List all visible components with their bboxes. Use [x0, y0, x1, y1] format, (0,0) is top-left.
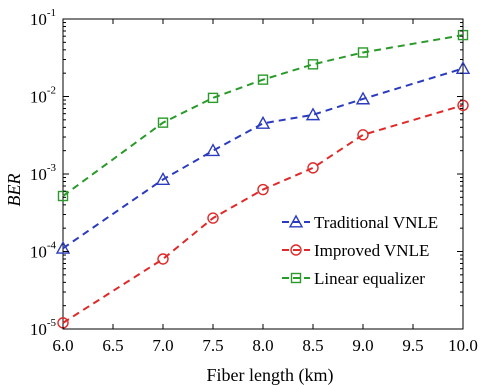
axes: 6.0 6.5 7.0 7.5 8.0 8.5 9.0 9.5 10.0 10-5 10-4 10-3…: [30, 7, 478, 355]
x-tick-label: 6.0: [52, 336, 73, 355]
legend-label-improved-vnle: Improved VNLE: [314, 241, 429, 260]
series-line-improved-vnle: [62, 104, 464, 324]
data-point-traditional-vnle: [305, 107, 321, 121]
legend-marker-traditional-vnle: [288, 214, 304, 228]
x-tick-label: 6.5: [102, 336, 123, 355]
series-line-traditional-vnle: [62, 67, 464, 250]
y-tick-label: 10-1: [30, 7, 56, 29]
series-line-linear-equalizer: [62, 34, 464, 197]
data-point-linear-equalizer: [257, 74, 269, 85]
data-point-traditional-vnle: [55, 240, 71, 254]
y-tick-label: 10-3: [30, 162, 57, 184]
series-group: [55, 29, 471, 329]
data-point-traditional-vnle: [255, 115, 271, 129]
data-point-linear-equalizer: [307, 59, 319, 70]
data-point-linear-equalizer: [207, 92, 219, 104]
legend: Traditional VNLE Improved VNLE Linear equa…: [282, 213, 438, 288]
legend-marker-linear-equalizer: [290, 272, 302, 284]
data-point-improved-vnle: [157, 253, 169, 265]
data-point-improved-vnle: [207, 212, 219, 224]
y-tick-label: 10-4: [30, 240, 57, 262]
legend-label-traditional-vnle: Traditional VNLE: [314, 213, 438, 232]
data-point-traditional-vnle: [205, 143, 221, 157]
x-axis-title: Fiber length (km): [207, 365, 334, 385]
y-tick-label: 10-5: [30, 317, 57, 339]
data-point-improved-vnle: [357, 129, 369, 141]
data-point-improved-vnle: [307, 162, 319, 174]
x-tick-label: 10.0: [448, 336, 478, 355]
y-tick-label: 10-2: [30, 85, 56, 107]
legend-marker-improved-vnle: [290, 244, 302, 256]
data-point-linear-equalizer: [357, 47, 369, 58]
x-tick-label: 8.0: [252, 336, 273, 355]
data-point-linear-equalizer: [157, 117, 169, 128]
data-point-traditional-vnle: [355, 91, 371, 105]
x-tick-label: 8.5: [302, 336, 323, 355]
x-tick-label: 7.5: [202, 336, 223, 355]
y-axis-title: BER: [4, 174, 24, 207]
x-tick-label: 7.0: [152, 336, 173, 355]
legend-label-linear-equalizer: Linear equalizer: [314, 269, 425, 288]
data-point-traditional-vnle: [155, 172, 171, 185]
x-tick-label: 9.0: [352, 336, 373, 355]
data-point-improved-vnle: [257, 183, 269, 196]
x-tick-label: 9.5: [402, 336, 423, 355]
